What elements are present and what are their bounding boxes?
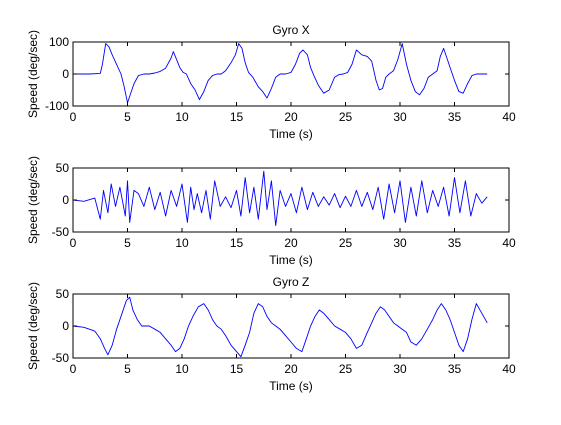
series-line-1	[72, 170, 488, 227]
x-tick-label: 15	[230, 362, 244, 376]
y-axis-label: Speed (deg/sec)	[26, 282, 40, 370]
series-line-1	[73, 43, 488, 104]
x-tick-label: 15	[230, 236, 244, 250]
y-axis-label: Speed (deg/sec)	[26, 30, 40, 118]
x-tick-label: 25	[339, 362, 353, 376]
x-axis-label: Time (s)	[269, 127, 313, 141]
x-tick-label: 20	[284, 236, 298, 250]
x-tick-label: 20	[284, 110, 298, 124]
x-tick-label: 35	[448, 236, 462, 250]
x-tick-label: 40	[502, 362, 516, 376]
y-tick-label: 0	[62, 67, 69, 81]
x-tick-label: 35	[448, 110, 462, 124]
x-tick-label: 10	[175, 236, 189, 250]
x-tick-label: 20	[284, 362, 298, 376]
y-tick-label: 0	[62, 193, 69, 207]
x-tick-label: 0	[70, 362, 77, 376]
y-axis-label: Speed (deg/sec)	[26, 156, 40, 244]
x-tick-label: 40	[502, 236, 516, 250]
y-tick-label: 50	[56, 287, 70, 301]
x-tick-label: 40	[502, 110, 516, 124]
axes-box	[72, 41, 510, 107]
x-tick-label: 0	[70, 236, 77, 250]
x-tick-label: 25	[339, 110, 353, 124]
x-tick-label: 10	[175, 362, 189, 376]
x-tick-label: 35	[448, 362, 462, 376]
x-tick-label: 30	[393, 110, 407, 124]
y-tick-label: -50	[52, 351, 70, 365]
x-tick-label: 25	[339, 236, 353, 250]
series-line-1	[72, 296, 488, 358]
x-tick-label: 30	[393, 362, 407, 376]
x-tick-label: 30	[393, 236, 407, 250]
axes-box	[72, 293, 510, 359]
y-tick-label: -100	[45, 99, 69, 113]
x-tick-label: 10	[175, 110, 189, 124]
y-tick-label: 0	[62, 319, 69, 333]
axes-box	[72, 167, 510, 233]
x-tick-label: 5	[124, 110, 131, 124]
x-tick-label: 0	[70, 110, 77, 124]
y-tick-label: -50	[52, 225, 70, 239]
x-tick-label: 5	[124, 236, 131, 250]
y-tick-label: 50	[56, 161, 70, 175]
x-tick-label: 5	[124, 362, 131, 376]
chart-title: Gyro Z	[273, 275, 310, 289]
x-axis-label: Time (s)	[269, 379, 313, 393]
y-tick-label: 100	[49, 35, 69, 49]
chart-title: Gyro X	[272, 23, 309, 37]
x-tick-label: 15	[230, 110, 244, 124]
x-axis-label: Time (s)	[269, 253, 313, 267]
